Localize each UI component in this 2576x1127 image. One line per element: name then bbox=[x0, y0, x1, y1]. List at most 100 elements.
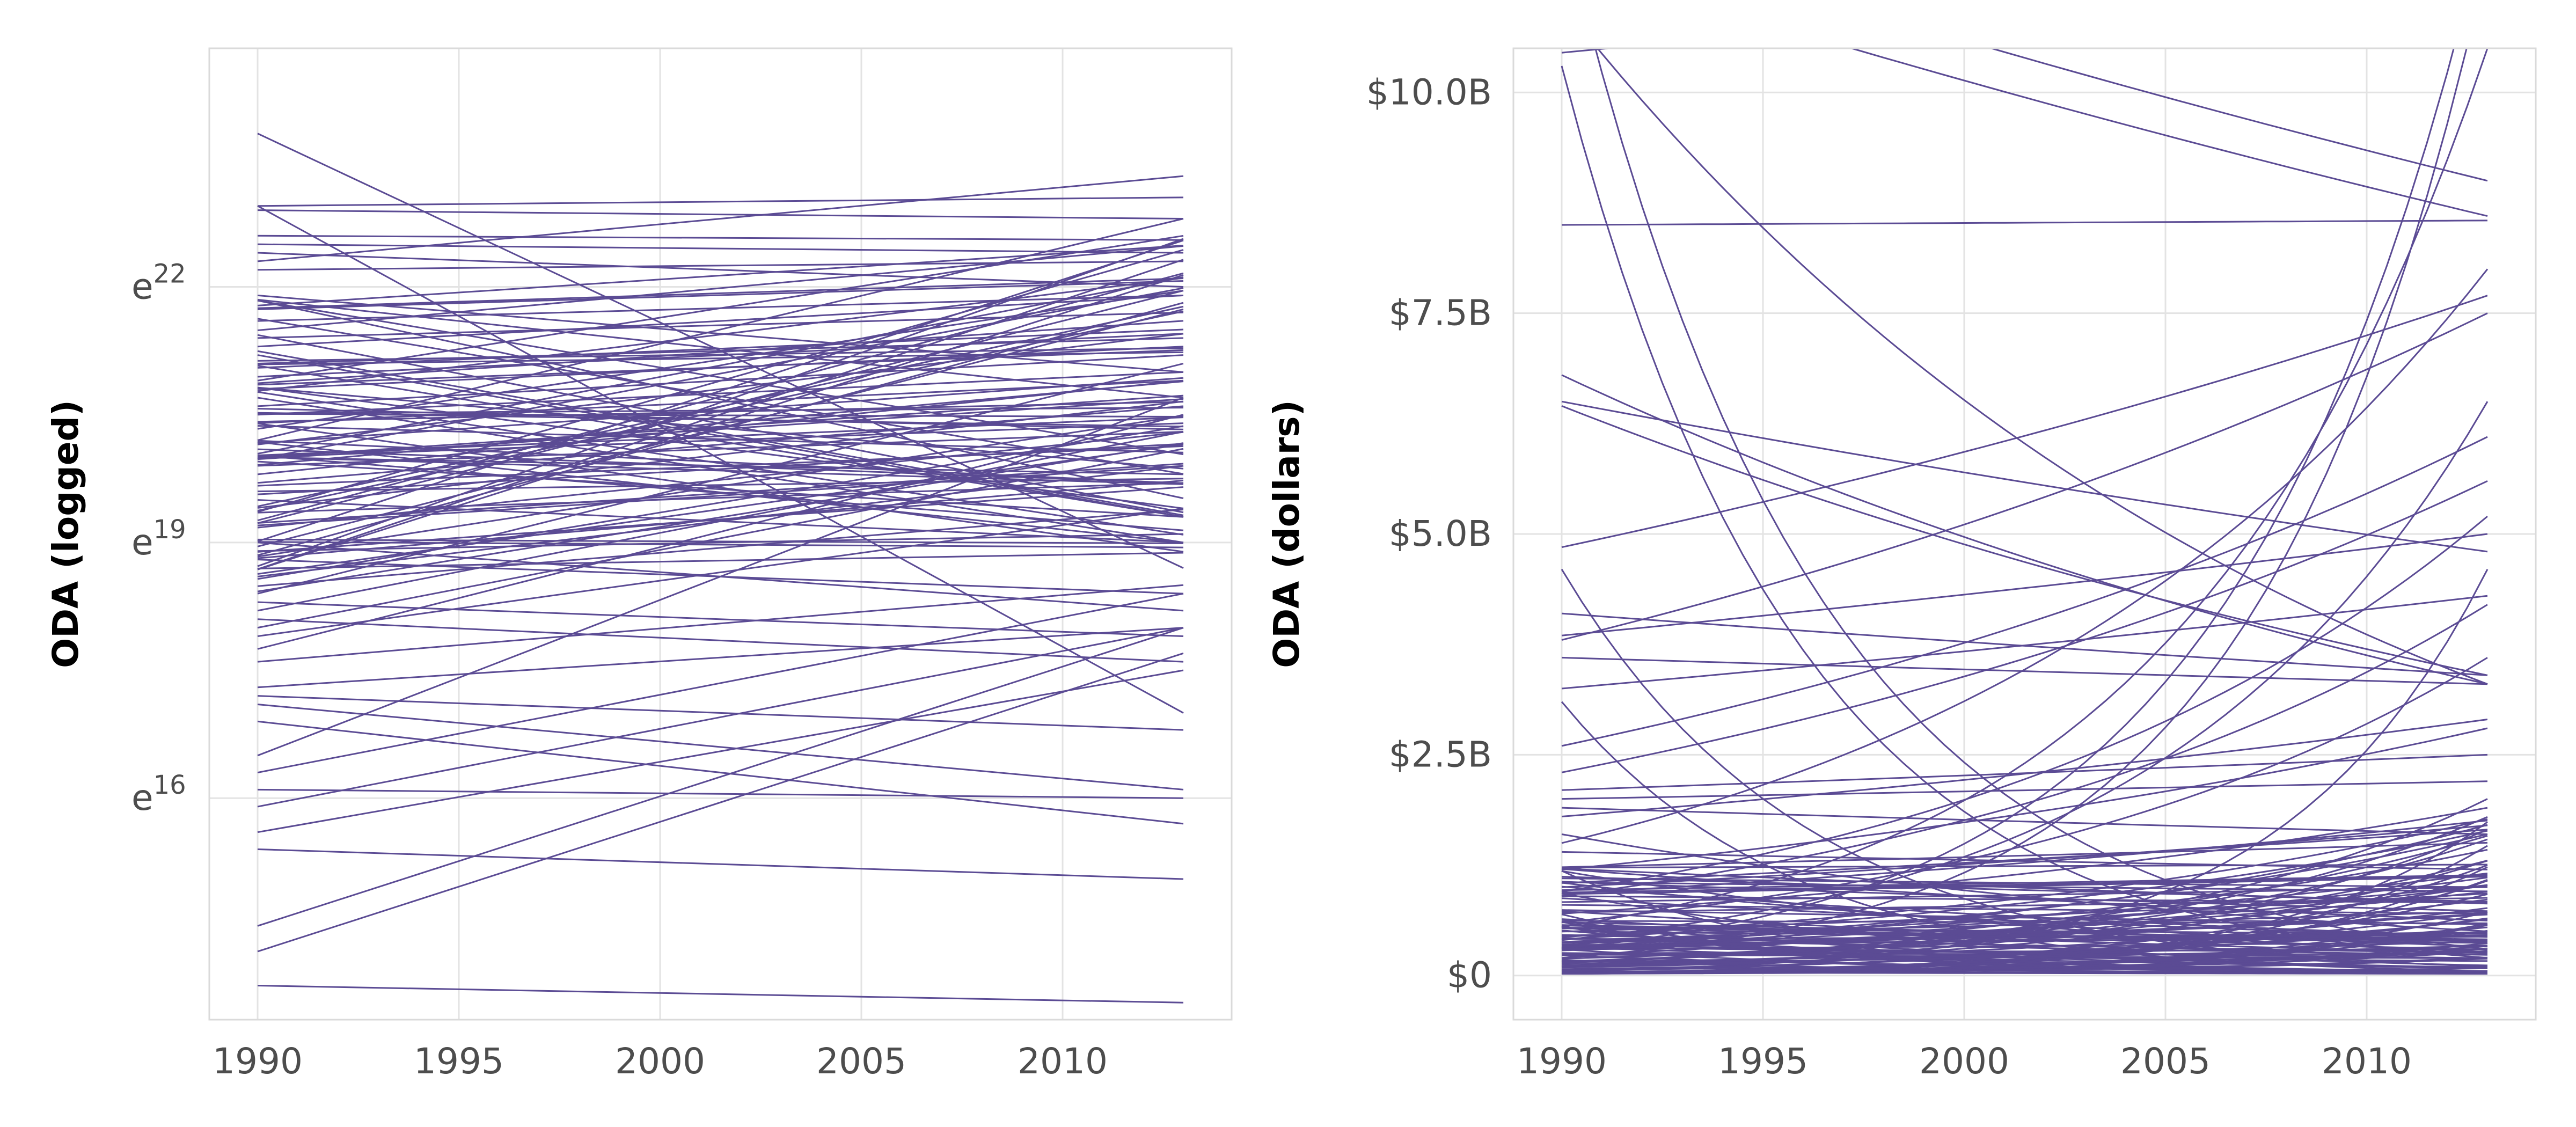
series-line bbox=[1561, 268, 2489, 844]
series-line bbox=[1561, 876, 2488, 895]
series-line bbox=[1561, 875, 2488, 894]
y-tick-label: $10.0B bbox=[1366, 71, 1492, 113]
y-tick-label: $7.5B bbox=[1389, 292, 1492, 334]
y-tick-label: e16 bbox=[131, 770, 186, 818]
series-line bbox=[1561, 400, 2488, 553]
series-line bbox=[257, 245, 1184, 332]
series-line bbox=[257, 407, 1184, 414]
series-line bbox=[1561, 841, 2488, 868]
series-line bbox=[257, 592, 1184, 774]
series-line bbox=[1561, 295, 2488, 548]
series-line bbox=[257, 363, 1184, 595]
series-line bbox=[257, 277, 1184, 309]
series-line bbox=[257, 984, 1184, 1004]
series-line bbox=[257, 299, 1184, 456]
series-line bbox=[257, 397, 1184, 757]
series-line bbox=[1561, 863, 2488, 869]
series-line bbox=[257, 533, 1184, 552]
series-line bbox=[257, 318, 1184, 475]
series-line bbox=[257, 239, 1184, 543]
series-line bbox=[257, 460, 1184, 518]
series-line bbox=[1594, 48, 2488, 950]
y-axis-label-dollars: ODA (dollars) bbox=[1266, 400, 1307, 668]
series-line bbox=[257, 209, 1184, 220]
y-axis-dollars: $0 $2.5B $5.0B $7.5B $10.0B bbox=[1366, 71, 1492, 996]
series-line bbox=[257, 465, 1184, 577]
series-line bbox=[1596, 48, 2488, 685]
series-line bbox=[257, 463, 1184, 524]
series-line bbox=[257, 350, 1184, 516]
x-tick-label: 2000 bbox=[615, 1041, 705, 1082]
series-line bbox=[257, 333, 1184, 445]
y-tick-label: $2.5B bbox=[1389, 734, 1492, 775]
x-tick-label: 1990 bbox=[213, 1041, 303, 1082]
series-line bbox=[1561, 533, 2488, 636]
series-line bbox=[257, 704, 1184, 791]
series-line bbox=[257, 601, 1184, 638]
series-line bbox=[1561, 824, 2488, 888]
series-line bbox=[1561, 65, 2488, 959]
series-line bbox=[257, 584, 1184, 663]
series-line bbox=[1561, 932, 2488, 947]
series-line bbox=[1561, 48, 2489, 928]
plot-frame-logged bbox=[208, 47, 1233, 1021]
series-line bbox=[257, 289, 1184, 430]
plot-frame-dollars bbox=[1512, 47, 2537, 1021]
series-line bbox=[257, 205, 1184, 714]
series-line bbox=[1561, 892, 2488, 967]
series-line bbox=[257, 391, 1184, 536]
series-line bbox=[257, 260, 1184, 271]
series-line bbox=[1848, 48, 2488, 217]
series-line bbox=[257, 669, 1184, 833]
series-line bbox=[257, 430, 1184, 467]
series-line bbox=[1561, 954, 2488, 960]
series-line bbox=[257, 443, 1184, 495]
series-line bbox=[1561, 886, 2488, 903]
y-tick-label: $5.0B bbox=[1389, 513, 1492, 554]
series-line bbox=[257, 848, 1184, 880]
series-line bbox=[1561, 866, 2488, 975]
series-line bbox=[257, 400, 1184, 509]
series-line bbox=[257, 456, 1184, 485]
x-tick-label: 2005 bbox=[2120, 1041, 2211, 1082]
series-line bbox=[1561, 780, 2488, 800]
series-line bbox=[1561, 374, 2488, 685]
series-line bbox=[257, 440, 1184, 485]
series-line bbox=[1561, 884, 2488, 960]
x-tick-label: 1995 bbox=[1718, 1041, 1808, 1082]
series-line bbox=[1988, 48, 2488, 182]
series-line bbox=[257, 541, 1184, 548]
series-line bbox=[1561, 727, 2488, 870]
x-axis-logged: 1990 1995 2000 2005 2010 bbox=[213, 1041, 1108, 1082]
series-line bbox=[1561, 595, 2488, 690]
series-line bbox=[257, 238, 1184, 567]
series-line bbox=[257, 334, 1184, 514]
series-line bbox=[1561, 835, 2488, 957]
series-line bbox=[257, 364, 1184, 518]
series-line bbox=[1561, 604, 2488, 897]
series-line bbox=[257, 196, 1184, 207]
series-line bbox=[257, 478, 1184, 493]
series-line bbox=[1561, 897, 2488, 913]
series-line bbox=[1561, 934, 2488, 954]
x-tick-label: 2000 bbox=[1919, 1041, 2009, 1082]
series-line bbox=[257, 277, 1184, 392]
series-line bbox=[257, 244, 1184, 306]
series-line bbox=[257, 276, 1184, 455]
y-axis-logged: e16 e19 e22 bbox=[131, 259, 186, 819]
series-line bbox=[1561, 405, 2488, 676]
series-line bbox=[1561, 867, 2488, 905]
series-line bbox=[257, 618, 1184, 663]
series-line bbox=[257, 287, 1184, 460]
y-tick-label: e19 bbox=[131, 515, 186, 563]
series-line bbox=[257, 351, 1184, 365]
series-line bbox=[257, 422, 1184, 553]
series-line bbox=[1561, 719, 2488, 817]
series-line bbox=[1561, 656, 2488, 685]
x-tick-label: 1995 bbox=[414, 1041, 504, 1082]
series-line bbox=[1561, 401, 2489, 941]
series-line bbox=[257, 486, 1184, 553]
series-line bbox=[1561, 312, 2488, 641]
series-line bbox=[257, 274, 1184, 570]
